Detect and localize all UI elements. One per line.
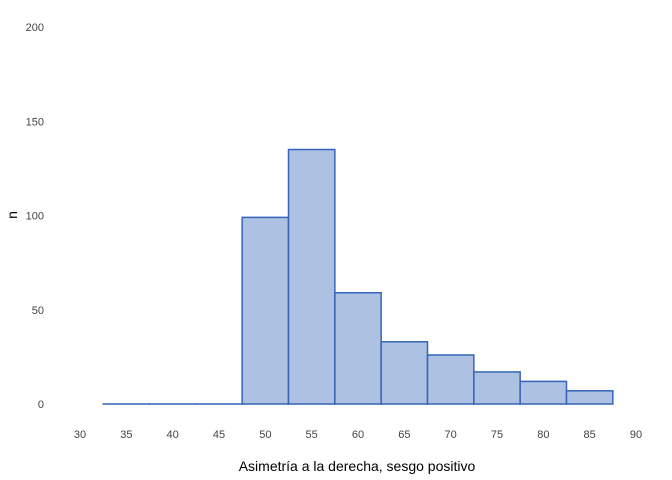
y-tick-label: 150	[26, 116, 44, 128]
histogram-bar	[287, 148, 336, 405]
histogram-bar	[334, 292, 382, 405]
histogram-bar	[565, 390, 614, 405]
x-tick-label: 80	[537, 429, 549, 441]
x-tick-label: 35	[120, 429, 132, 441]
y-tick-label: 100	[26, 211, 44, 223]
histogram-bar	[380, 341, 429, 405]
histogram-bar	[241, 216, 290, 405]
x-tick-label: 75	[491, 429, 503, 441]
x-tick-label: 70	[445, 429, 457, 441]
x-tick-label: 45	[213, 429, 225, 441]
x-axis-ticks: 30 35 40 45 50 55 60 65 70 75 80 85 90	[74, 429, 642, 441]
x-tick-label: 50	[259, 429, 271, 441]
x-tick-label: 90	[630, 429, 642, 441]
x-tick-label: 65	[398, 429, 410, 441]
x-tick-label: 85	[584, 429, 596, 441]
histogram-bar	[519, 380, 568, 405]
x-tick-label: 30	[74, 429, 86, 441]
y-tick-label: 200	[26, 22, 44, 34]
x-axis-title: Asimetría a la derecha, sesgo positivo	[239, 458, 476, 474]
histogram-bars	[102, 148, 614, 405]
y-axis-title: n	[4, 211, 20, 219]
histogram-bar	[426, 354, 475, 405]
y-tick-label: 0	[38, 399, 44, 411]
x-tick-label: 55	[306, 429, 318, 441]
x-tick-label: 40	[167, 429, 179, 441]
x-tick-label: 60	[352, 429, 364, 441]
histogram-bar	[473, 371, 521, 405]
y-axis-ticks: 0 50 100 150 200	[26, 22, 44, 411]
y-tick-label: 50	[32, 305, 44, 317]
